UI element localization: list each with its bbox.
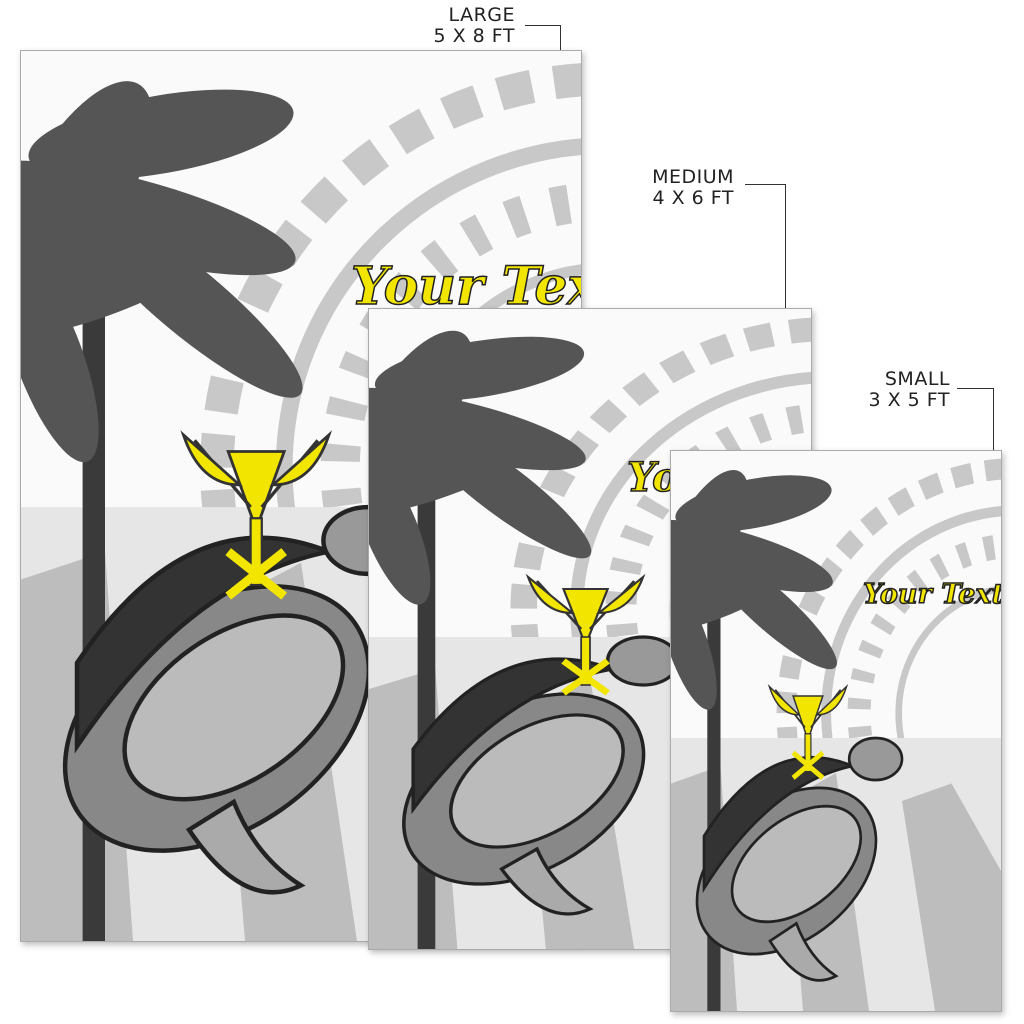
leader-line-large bbox=[525, 25, 561, 51]
size-dimensions: 5 X 8 FT bbox=[433, 25, 515, 47]
rug-artwork bbox=[671, 451, 1001, 1011]
size-name: LARGE bbox=[448, 4, 515, 26]
leader-line-small bbox=[957, 388, 994, 451]
rug-small: Your Text bbox=[670, 450, 1002, 1012]
size-label-medium: MEDIUM 4 X 6 FT bbox=[610, 167, 734, 209]
size-name: SMALL bbox=[884, 368, 950, 390]
size-dimensions: 3 X 5 FT bbox=[868, 389, 950, 411]
rug-custom-text: Your Text bbox=[350, 255, 581, 318]
leader-line-medium bbox=[745, 184, 786, 309]
size-label-small: SMALL 3 X 5 FT bbox=[830, 369, 950, 411]
size-dimensions: 4 X 6 FT bbox=[652, 187, 734, 209]
size-name: MEDIUM bbox=[652, 166, 734, 188]
size-label-large: LARGE 5 X 8 FT bbox=[400, 5, 515, 47]
rug-custom-text: Your Text bbox=[862, 578, 1002, 611]
